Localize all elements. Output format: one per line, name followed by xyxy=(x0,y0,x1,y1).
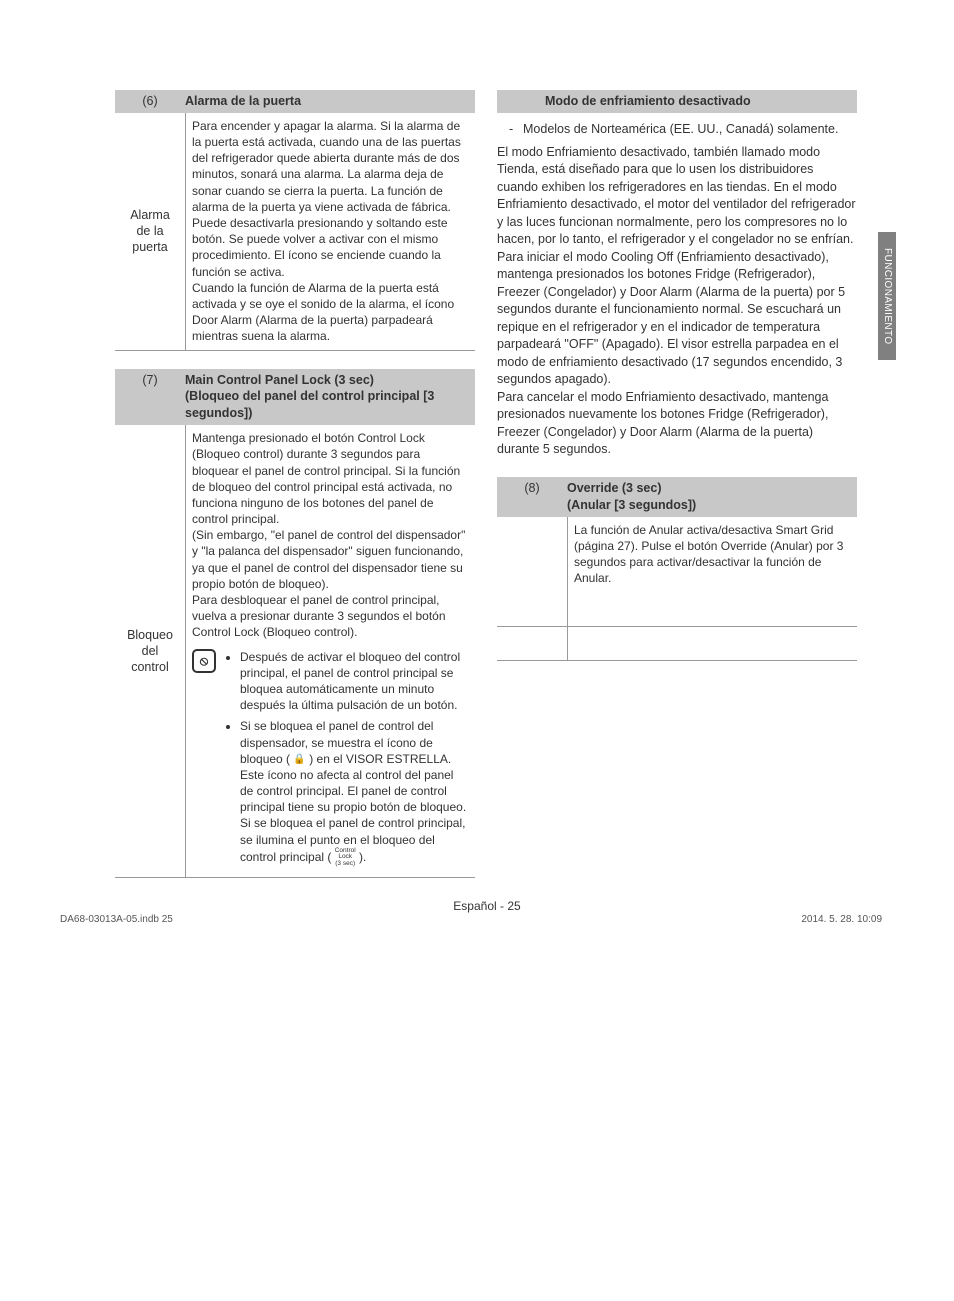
section-7-row: Bloqueo del control Mantenga presionado … xyxy=(115,425,475,878)
section-8-empty-row xyxy=(497,627,857,661)
section-7-body-para: Mantenga presionado el botón Control Loc… xyxy=(192,430,469,640)
section-8-num: (8) xyxy=(497,480,567,514)
section-6-num: (6) xyxy=(115,93,185,110)
section-7-title: Main Control Panel Lock (3 sec) (Bloqueo… xyxy=(185,372,475,423)
section-8-body: La función de Anular activa/desactiva Sm… xyxy=(567,517,857,626)
right-column: Modo de enfriamiento desactivado - Model… xyxy=(497,90,857,878)
section-7-num: (7) xyxy=(115,372,185,423)
columns: (6) Alarma de la puerta Alarma de la pue… xyxy=(115,90,859,878)
cooling-header: Modo de enfriamiento desactivado xyxy=(497,90,857,113)
cooling-body: El modo Enfriamiento desactivado, tambié… xyxy=(497,144,857,459)
section-7-body: Mantenga presionado el botón Control Loc… xyxy=(185,425,475,877)
section-8-title: Override (3 sec) (Anular [3 segundos]) xyxy=(567,480,857,514)
section-7-label: Bloqueo del control xyxy=(115,425,185,877)
section-8-label xyxy=(497,517,567,626)
section-7-bullet-1: Después de activar el bloqueo del contro… xyxy=(240,649,469,714)
doc-timestamp: 2014. 5. 28. 10:09 xyxy=(801,913,882,927)
padlock-icon: 🔒 xyxy=(293,754,305,765)
section-6-body: Para encender y apagar la alarma. Si la … xyxy=(185,113,475,350)
control-lock-icon: Control Lock (3 sec) xyxy=(335,848,356,868)
lock-icon: ⦸ xyxy=(192,649,216,673)
cooling-title: Modo de enfriamiento desactivado xyxy=(497,93,857,110)
section-8-row: La función de Anular activa/desactiva Sm… xyxy=(497,517,857,627)
section-6-label: Alarma de la puerta xyxy=(115,113,185,350)
section-7-bullets: Después de activar el bloqueo del contro… xyxy=(226,649,469,868)
section-6-title: Alarma de la puerta xyxy=(185,93,475,110)
side-tab: FUNCIONAMIENTO xyxy=(878,232,896,360)
section-6-row: Alarma de la puerta Para encender y apag… xyxy=(115,113,475,351)
section-7-bullet-2: Si se bloquea el panel de control del di… xyxy=(240,718,469,867)
doc-filename: DA68-03013A-05.indb 25 xyxy=(60,913,173,927)
section-7-header: (7) Main Control Panel Lock (3 sec) (Blo… xyxy=(115,369,475,426)
left-column: (6) Alarma de la puerta Alarma de la pue… xyxy=(115,90,475,878)
cooling-dash: - Modelos de Norteamérica (EE. UU., Cana… xyxy=(509,121,857,138)
section-6-header: (6) Alarma de la puerta xyxy=(115,90,475,113)
section-8-header: (8) Override (3 sec) (Anular [3 segundos… xyxy=(497,477,857,517)
cooling-dash-text: Modelos de Norteamérica (EE. UU., Canadá… xyxy=(523,121,838,138)
side-tab-text: FUNCIONAMIENTO xyxy=(881,248,895,345)
page-footer: Español - 25 xyxy=(115,898,859,914)
section-7-lock-box: ⦸ Después de activar el bloqueo del cont… xyxy=(192,649,469,873)
